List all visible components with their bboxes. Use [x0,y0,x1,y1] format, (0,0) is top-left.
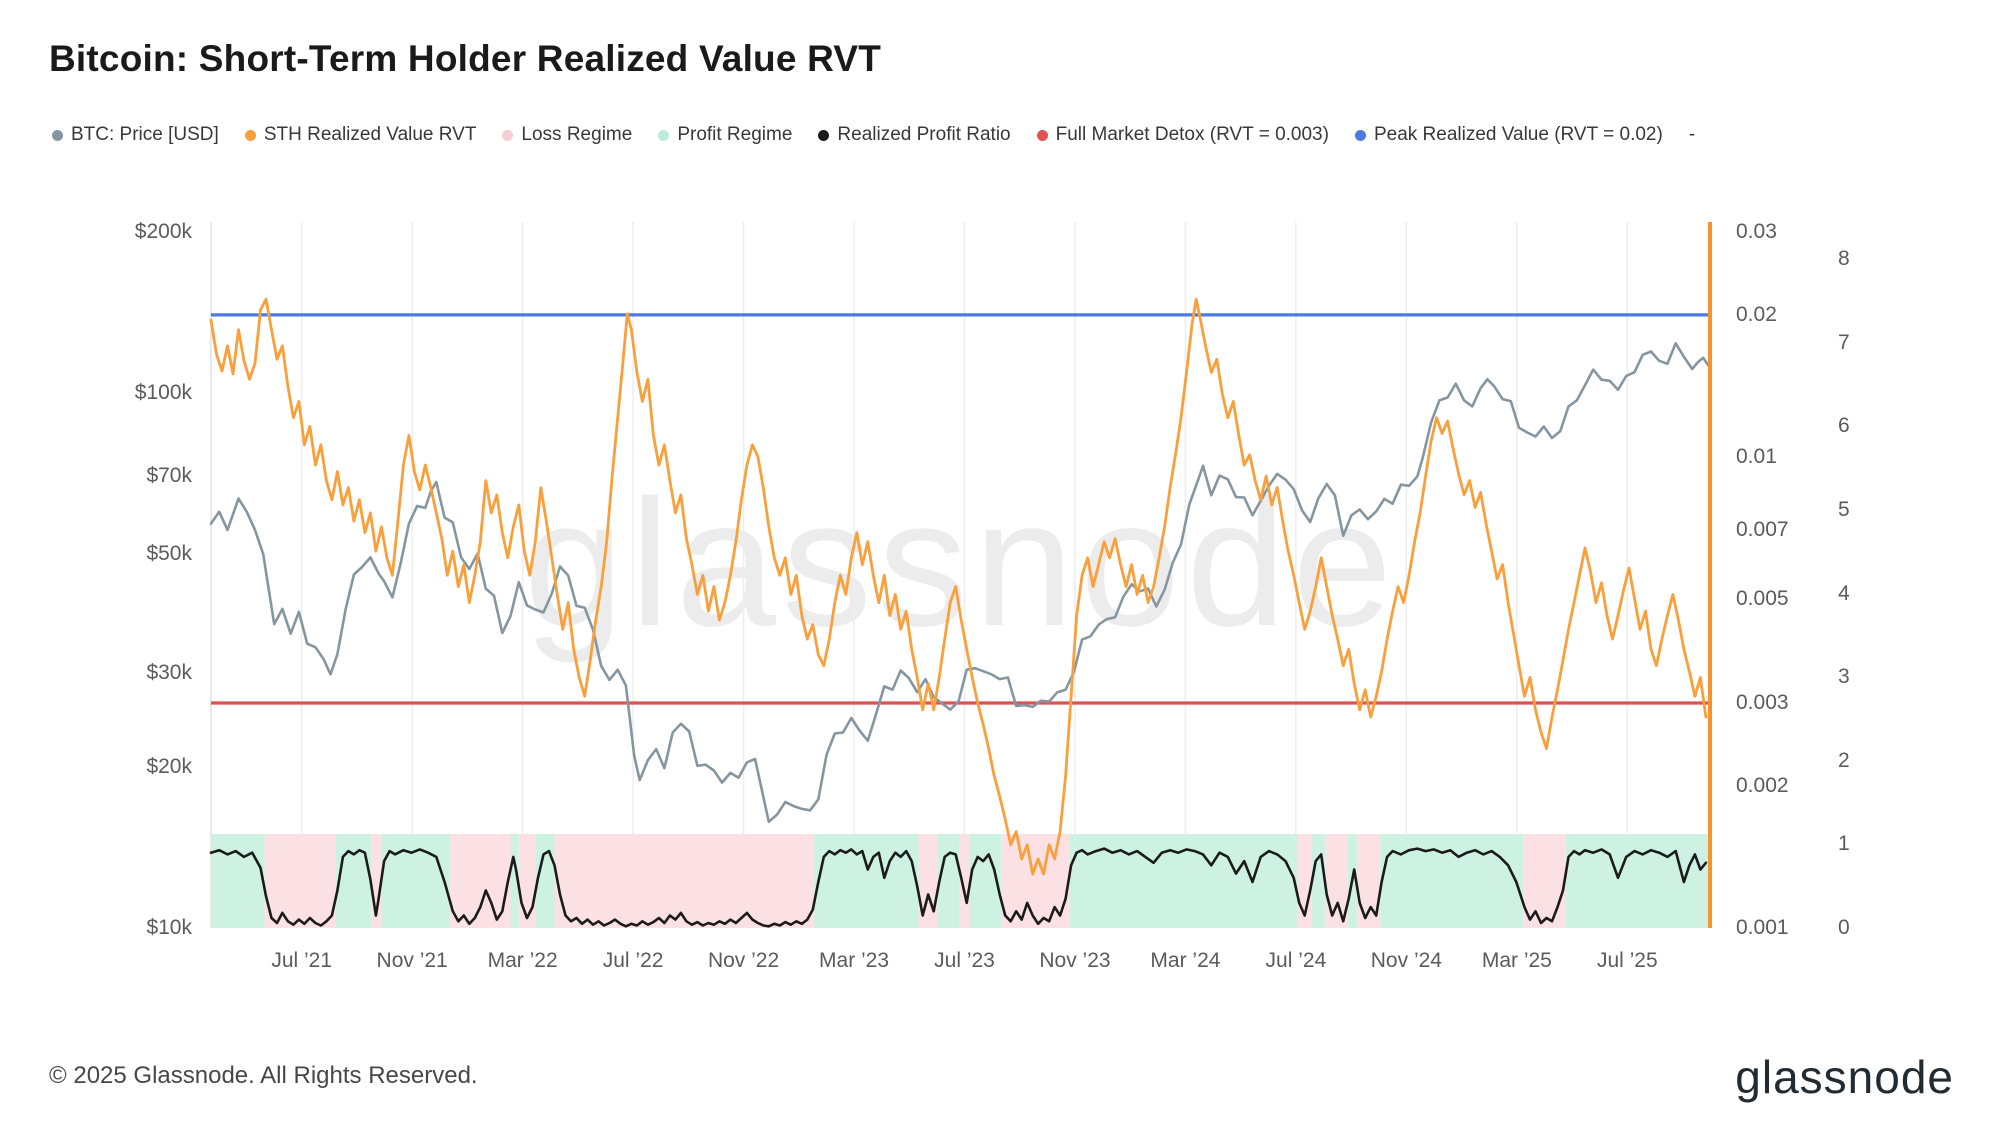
loss-regime-band [518,834,536,928]
legend-label: Loss Regime [521,124,633,145]
legend-label: Profit Regime [677,124,793,145]
rvt-axis-tick-label: 0.005 [1736,586,1789,610]
legend-dot-icon [818,129,830,141]
loss-regime-band [264,834,336,928]
legend-dot-icon [1354,129,1366,141]
loss-regime-band [1523,834,1566,928]
legend-dot-icon [52,129,63,141]
legend-item[interactable]: Realized Profit Ratio [818,124,1011,146]
realized-profit-ratio-line [209,847,1708,928]
price-axis-tick-label: $70k [146,463,192,487]
loss-regime-band [554,834,815,928]
ratio-axis-tick-label: 3 [1838,665,1850,689]
profit-regime-band [937,834,960,928]
legend-label: BTC: Price [USD] [71,124,219,145]
ratio-axis-tick-label: 5 [1838,497,1850,521]
glassnode-logo: glassnode [1735,1051,1954,1103]
loss-regime-band [1325,834,1348,928]
profit-regime-band [381,834,451,928]
legend-item[interactable]: BTC: Price [USD] [52,124,219,146]
legend-dot-icon [244,129,256,141]
loss-regime-band [918,834,938,928]
loss-regime-band [959,834,970,928]
legend-dot-icon [502,129,514,141]
copyright-text: © 2025 Glassnode. All Rights Reserved. [49,1062,478,1089]
x-axis-tick-label: Jul ’24 [1265,949,1327,972]
legend: BTC: Price [USD] STH Realized Value RVT Lo… [52,124,1695,146]
x-axis-tick-label: Jul ’21 [271,949,333,972]
legend-dot-icon [658,129,670,141]
chart-title: Bitcoin: Short-Term Holder Realized Valu… [49,38,882,79]
profit-regime-band [535,834,555,928]
price-axis-tick-label: $100k [134,381,192,405]
legend-item[interactable]: STH Realized Value RVT [244,124,477,146]
legend-dot-icon [1036,129,1048,141]
price-axis-tick-label: $30k [146,660,192,684]
legend-label: Peak Realized Value (RVT = 0.02) [1373,124,1663,145]
rvt-axis-tick-label: 0.003 [1736,691,1789,714]
ratio-axis-tick-label: 8 [1838,247,1850,270]
legend-label: STH Realized Value RVT [263,124,477,145]
x-axis-tick-label: Jul ’22 [602,949,664,972]
price-axis-tick-label: $20k [146,755,192,778]
profit-regime-band [510,834,519,928]
x-axis-tick-label: Mar ’24 [1150,949,1221,972]
legend-item[interactable]: Loss Regime [502,124,632,146]
profit-regime-band [1565,834,1709,928]
loss-regime-band [371,834,382,928]
legend-item[interactable]: Full Market Detox (RVT = 0.003) [1036,124,1329,146]
rvt-axis-tick-label: 0.02 [1736,302,1777,326]
legend-item[interactable]: Peak Realized Value (RVT = 0.02) [1354,124,1663,146]
legend-label: - [1688,124,1696,145]
profit-regime-band [1311,834,1326,928]
rvt-axis-tick-label: 0.002 [1736,773,1789,797]
sth-rvt-line [209,297,1708,876]
price-axis-tick-label: $10k [146,916,192,940]
loss-regime-band [1356,834,1381,928]
legend-label: Full Market Detox (RVT = 0.003) [1055,124,1329,145]
profit-regime-band [211,834,265,928]
rvt-axis-tick-label: 0.03 [1736,220,1777,243]
legend-label: Realized Profit Ratio [837,124,1011,145]
ratio-axis-tick-label: 2 [1838,748,1850,772]
x-axis-tick-label: Mar ’22 [487,949,558,972]
x-axis-tick-label: Mar ’25 [1481,949,1552,972]
price-axis-tick-label: $50k [146,542,192,566]
legend-item[interactable]: Profit Regime [658,124,792,146]
rvt-axis-tick-label: 0.007 [1736,517,1789,541]
ratio-axis-tick-label: 6 [1838,414,1850,438]
profit-regime-band [814,834,919,928]
x-axis-tick-label: Nov ’22 [707,949,780,972]
price-axis-tick-label: $200k [134,220,192,243]
rvt-axis-tick-label: 0.001 [1736,915,1789,939]
x-axis-tick-label: Nov ’21 [376,949,448,972]
btc-price-line [209,342,1710,824]
x-axis-tick-label: Mar ’23 [819,949,890,972]
profit-regime-band [1380,834,1524,928]
x-axis-tick-label: Nov ’24 [1370,949,1442,972]
x-axis-tick-label: Nov ’23 [1039,949,1111,972]
legend-dash: - [1689,124,1695,146]
ratio-axis-tick-label: 7 [1838,330,1850,354]
ratio-axis-tick-label: 0 [1838,916,1850,939]
rvt-axis-tick-label: 0.01 [1736,444,1777,468]
x-axis-tick-label: Jul ’23 [934,949,995,972]
ratio-axis-tick-label: 1 [1838,832,1850,856]
ratio-axis-tick-label: 4 [1838,581,1850,605]
x-axis-tick-label: Jul ’25 [1596,949,1658,972]
profit-regime-band [336,834,372,928]
